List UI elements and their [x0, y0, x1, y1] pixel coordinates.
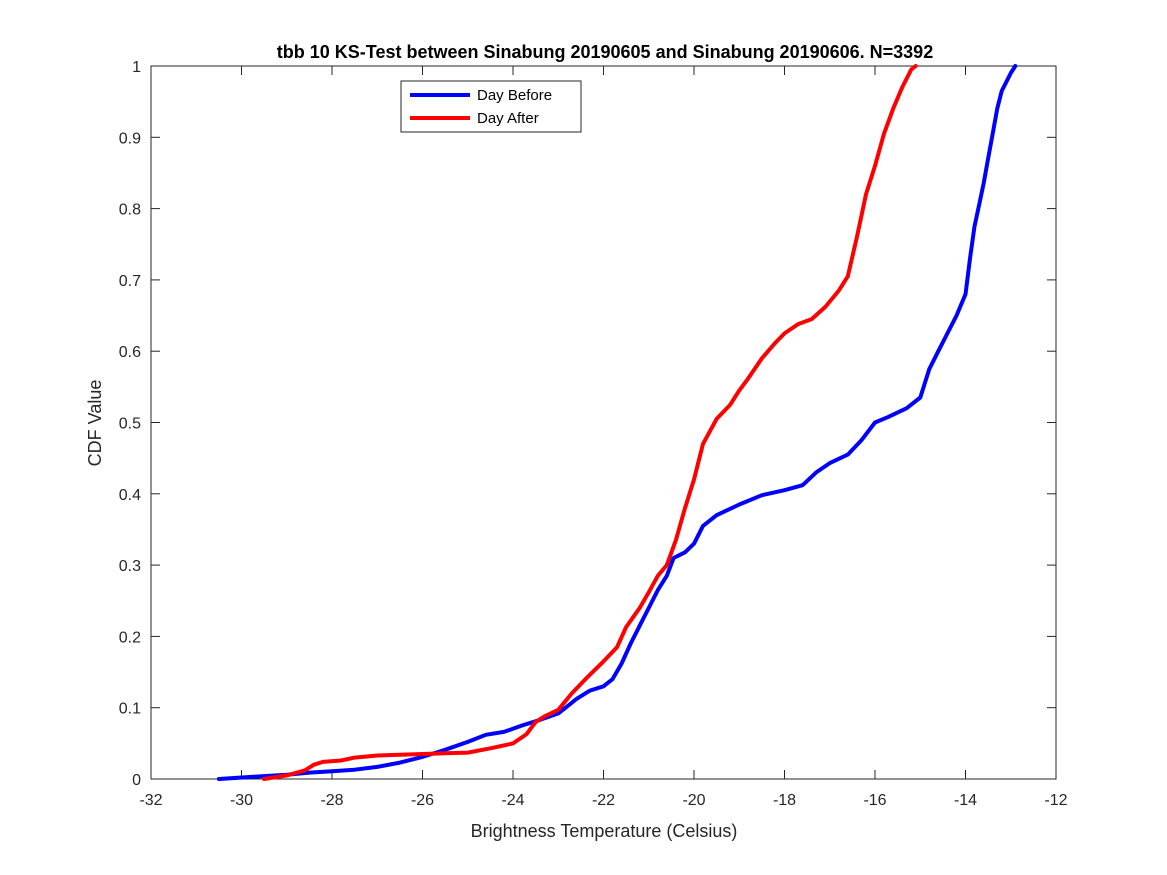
legend-box: [400, 80, 582, 133]
x-tick-label: -28: [320, 792, 343, 809]
x-tick-label: -26: [411, 792, 434, 809]
x-tick-label: -32: [139, 792, 162, 809]
y-tick-label: 0.8: [119, 202, 141, 219]
x-tick-label: -22: [592, 792, 615, 809]
y-tick-label: 0.2: [119, 629, 141, 646]
y-tick-label: 0.6: [119, 344, 141, 361]
legend: Day Before Day After: [400, 80, 582, 133]
y-axis: 0 0.1 0.2 0.3 0.4 0.5 0.6 0.7 0.8 0.9 1: [119, 59, 1056, 789]
x-axis-title: Brightness Temperature (Celsius): [471, 821, 738, 841]
x-axis: -32 -30 -28 -26 -24 -22 -20 -18 -16 -14 -12: [139, 66, 1068, 809]
plot-box: [150, 65, 1057, 780]
x-tick-label: -12: [1044, 792, 1067, 809]
plot-area: [150, 65, 1057, 780]
x-tick-label: -14: [954, 792, 977, 809]
y-tick-label: 0.9: [119, 130, 141, 147]
legend-label-day-before: Day Before: [477, 87, 552, 104]
chart-title: tbb 10 KS-Test between Sinabung 20190605…: [277, 42, 933, 62]
series-layer: [216, 64, 1018, 781]
y-tick-label: 0.1: [119, 701, 141, 718]
y-tick-label: 0.7: [119, 273, 141, 290]
x-tick-label: -20: [682, 792, 705, 809]
y-tick-label: 1: [132, 59, 141, 76]
y-tick-label: 0.3: [119, 558, 141, 575]
y-axis-title: CDF Value: [85, 380, 105, 467]
legend-label-day-after: Day After: [477, 110, 539, 127]
x-tick-label: -16: [863, 792, 886, 809]
y-tick-label: 0.4: [119, 487, 141, 504]
series-line-day-after: [262, 64, 918, 781]
y-tick-label: 0.5: [119, 416, 141, 433]
y-tick-label: 0: [132, 772, 141, 789]
x-tick-label: -18: [773, 792, 796, 809]
x-tick-label: -30: [230, 792, 253, 809]
x-tick-label: -24: [501, 792, 524, 809]
series-line-day-before: [216, 64, 1018, 781]
